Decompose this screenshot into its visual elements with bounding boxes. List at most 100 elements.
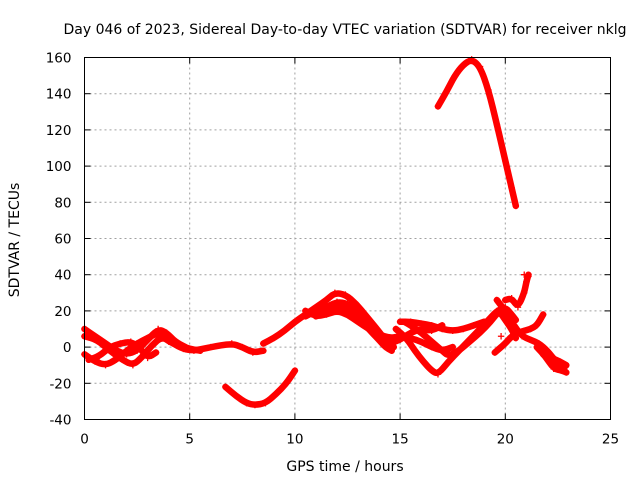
data-point-marker bbox=[163, 329, 170, 336]
data-point-marker bbox=[443, 88, 450, 96]
data-point-marker bbox=[386, 334, 393, 342]
y-axis-label: SDTVAR / TECUs bbox=[7, 183, 23, 298]
data-point-marker bbox=[527, 336, 534, 344]
data-point-marker bbox=[508, 184, 515, 192]
data-point-marker bbox=[485, 86, 492, 94]
data-point-marker bbox=[291, 367, 299, 374]
data-point-marker bbox=[270, 334, 278, 342]
data-point-marker bbox=[106, 343, 113, 351]
grid-layer bbox=[84, 57, 611, 420]
data-point-marker bbox=[417, 329, 425, 336]
data-point-marker bbox=[449, 343, 456, 351]
data-point-marker bbox=[144, 334, 151, 342]
data-point-marker bbox=[232, 392, 240, 400]
data-point-marker bbox=[428, 322, 435, 329]
data-point-marker bbox=[102, 362, 109, 369]
x-tick-label: 15 bbox=[392, 432, 409, 448]
data-point-marker bbox=[272, 390, 280, 398]
data-point-marker bbox=[129, 362, 137, 369]
data-point-marker bbox=[428, 367, 435, 374]
x-tick-label: 0 bbox=[80, 432, 89, 448]
data-point-marker bbox=[539, 311, 547, 318]
data-point-marker bbox=[523, 278, 530, 286]
outlier-points bbox=[497, 271, 532, 340]
data-point-marker bbox=[175, 342, 183, 349]
data-point-marker bbox=[207, 343, 214, 351]
data-point-marker bbox=[222, 383, 229, 391]
data-point-marker bbox=[96, 352, 103, 360]
x-tick-label: 10 bbox=[286, 432, 303, 448]
data-point-marker bbox=[344, 304, 351, 311]
data-point-marker bbox=[438, 325, 446, 333]
series-arc-4 bbox=[85, 338, 160, 364]
data-point-marker bbox=[460, 61, 467, 68]
data-point-marker bbox=[556, 358, 564, 365]
data-point-marker bbox=[521, 289, 528, 296]
outlier-point-marker bbox=[525, 273, 532, 280]
data-point-marker bbox=[434, 371, 442, 378]
series-arc-12 bbox=[401, 307, 520, 360]
data-point-marker bbox=[323, 311, 330, 318]
data-point-marker bbox=[331, 289, 339, 296]
data-point-marker bbox=[342, 291, 349, 298]
data-point-marker bbox=[428, 338, 435, 345]
data-point-marker bbox=[144, 354, 151, 362]
x-tick-label: 5 bbox=[185, 432, 194, 448]
data-point-marker bbox=[417, 338, 425, 345]
data-point-marker bbox=[283, 380, 290, 387]
data-point-marker bbox=[449, 327, 456, 335]
data-point-marker bbox=[392, 325, 400, 333]
plot-frame bbox=[84, 57, 611, 420]
data-point-marker bbox=[388, 347, 395, 354]
data-point-marker bbox=[148, 342, 156, 349]
y-tick-label: -20 bbox=[49, 376, 71, 392]
y-tick-label: 140 bbox=[46, 87, 72, 103]
data-point-marker bbox=[476, 329, 484, 336]
data-point-marker bbox=[123, 347, 130, 354]
y-tick-label: 80 bbox=[54, 195, 71, 211]
data-point-marker bbox=[407, 329, 414, 336]
data-point-marker bbox=[302, 307, 309, 315]
data-point-marker bbox=[518, 333, 526, 340]
data-point-marker bbox=[365, 325, 372, 333]
x-axis-label: GPS time / hours bbox=[286, 459, 403, 475]
data-point-marker bbox=[502, 296, 509, 304]
series-arc-17 bbox=[533, 343, 570, 376]
data-point-marker bbox=[411, 347, 419, 354]
data-point-marker bbox=[312, 313, 320, 320]
series-trace bbox=[222, 367, 299, 408]
data-point-marker bbox=[323, 296, 330, 304]
outlier-point-marker bbox=[497, 333, 505, 340]
data-point-marker bbox=[493, 121, 501, 128]
data-point-marker bbox=[93, 336, 101, 344]
data-point-marker bbox=[476, 63, 484, 70]
data-point-marker bbox=[508, 295, 515, 302]
data-point-marker bbox=[502, 157, 509, 164]
data-point-marker bbox=[243, 400, 250, 407]
data-point-marker bbox=[558, 367, 566, 374]
data-point-marker bbox=[401, 318, 408, 325]
data-point-marker bbox=[375, 331, 383, 338]
data-point-marker bbox=[228, 340, 235, 347]
data-point-marker bbox=[344, 311, 351, 318]
data-point-marker bbox=[451, 72, 459, 79]
data-point-marker bbox=[333, 307, 341, 315]
data-point-marker bbox=[197, 347, 204, 354]
series-trace bbox=[401, 310, 520, 359]
y-tick-label: 60 bbox=[54, 232, 71, 248]
data-point-marker bbox=[533, 343, 541, 351]
data-point-marker bbox=[470, 322, 477, 329]
data-point-marker bbox=[445, 358, 452, 365]
data-point-marker bbox=[563, 362, 570, 369]
data-point-marker bbox=[502, 340, 509, 347]
data-point-marker bbox=[460, 325, 467, 333]
data-point-marker bbox=[527, 325, 534, 333]
data-point-marker bbox=[403, 334, 410, 342]
series-arc-15 bbox=[502, 271, 532, 311]
tick-layer: -40 -20 0 20 40 60 80 100 120 140 160 0 5 10 15 20 25 bbox=[46, 51, 619, 448]
data-point-marker bbox=[445, 352, 452, 360]
data-point-marker bbox=[550, 365, 557, 373]
data-point-marker bbox=[407, 322, 414, 329]
data-point-marker bbox=[508, 333, 515, 340]
data-point-marker bbox=[434, 103, 442, 110]
